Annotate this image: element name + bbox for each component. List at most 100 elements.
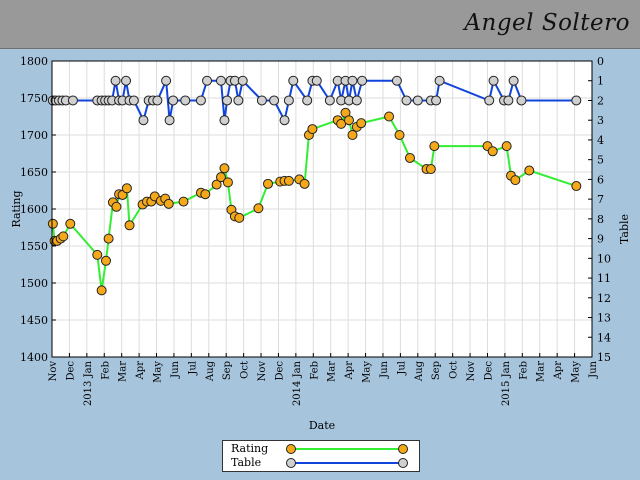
table-point [412, 95, 423, 106]
x-tick-label: May [571, 361, 582, 383]
y-tick-label: 1650 [20, 166, 48, 179]
x-tick-label: May [362, 361, 373, 383]
legend-swatch-rating [286, 444, 408, 454]
y-tick-label: 1500 [20, 277, 48, 290]
rating-point [101, 255, 111, 266]
y-tick-label: 1600 [20, 203, 48, 216]
table-point [279, 115, 290, 126]
x-tick-label: Sep [222, 361, 233, 380]
table-point [324, 95, 335, 106]
table-point [152, 95, 163, 106]
rating-point [307, 124, 318, 135]
x-tick-label: Jul [187, 361, 198, 376]
x-tick-label: Dec [483, 361, 494, 381]
x-tick-label: Apr [344, 361, 355, 381]
rating-point [524, 165, 535, 176]
y2-tick-label: 4 [597, 134, 604, 147]
y2-tick-label: 12 [597, 292, 611, 305]
table-point [215, 75, 226, 86]
rating-point [92, 249, 103, 260]
rating-point [425, 164, 436, 175]
y-tick-label: 1700 [20, 129, 48, 142]
chart-legend: Rating Table [222, 440, 420, 472]
y2-tick-label: 3 [597, 114, 604, 127]
rating-point [384, 111, 395, 122]
table-point [121, 75, 132, 86]
table-point [161, 75, 172, 86]
table-point [288, 75, 299, 86]
rating-point [263, 178, 273, 189]
y2-tick-label: 0 [597, 55, 604, 68]
table-point [67, 95, 78, 106]
y2-tick-label: 10 [597, 252, 611, 265]
y2-tick-label: 13 [597, 312, 611, 325]
table-point [269, 95, 280, 106]
table-point [508, 75, 519, 86]
table-point [222, 95, 233, 106]
rating-point [124, 220, 135, 231]
table-point [311, 75, 322, 86]
table-point [431, 95, 442, 106]
table-point [401, 95, 412, 106]
x-tick-label: Aug [205, 360, 216, 382]
y-axis-label: Rating [10, 190, 23, 227]
y2-tick-label: 7 [597, 193, 604, 206]
y2-axis-label: Table [618, 214, 631, 244]
table-point [302, 95, 313, 106]
table-point [168, 95, 179, 106]
rating-point [510, 175, 521, 186]
x-tick-label: Nov [257, 361, 268, 382]
rating-point [58, 231, 69, 242]
table-point [516, 95, 527, 106]
x-tick-label: Nov [48, 361, 59, 382]
rating-point [429, 141, 440, 152]
table-point [164, 115, 175, 126]
x-tick-label: Jun [379, 360, 390, 378]
rating-point [219, 163, 230, 174]
rating-point [234, 212, 245, 223]
legend-marker-table [398, 458, 408, 468]
table-point [391, 75, 402, 86]
table-point [128, 95, 139, 106]
x-tick-label: Jul [396, 361, 407, 376]
x-tick-label: Apr [553, 361, 564, 381]
y-tick-label: 1750 [20, 92, 48, 105]
x-tick-label: Mar [327, 361, 338, 382]
table-point [256, 95, 267, 106]
rating-point [222, 177, 233, 188]
rating-point [178, 196, 189, 207]
x-tick-label: 2013 Jan [83, 360, 94, 406]
rating-point [356, 118, 367, 129]
legend-swatch-table [286, 458, 408, 468]
table-point [138, 115, 149, 126]
x-tick-label: Apr [135, 361, 146, 381]
x-tick-label: Oct [449, 361, 460, 379]
legend-item-table: Table [229, 456, 415, 470]
player-name: Angel Soltero [464, 10, 630, 36]
header-bar: Angel Soltero [0, 0, 640, 49]
legend-marker-rating [286, 444, 296, 454]
table-point [351, 95, 362, 106]
rating-point [200, 189, 211, 200]
y2-tick-label: 14 [597, 331, 611, 344]
table-point [180, 95, 191, 106]
x-tick-label: Feb [309, 361, 320, 380]
rating-point [347, 130, 358, 140]
rating-point [96, 285, 107, 296]
x-tick-label: Dec [274, 361, 285, 381]
table-point [357, 75, 368, 86]
x-tick-label: Feb [518, 361, 529, 380]
y-tick-label: 1450 [20, 314, 48, 327]
rating-point [215, 172, 226, 183]
rating-point [501, 141, 512, 152]
table-point [237, 75, 248, 86]
y2-tick-label: 5 [597, 154, 604, 167]
rating-point [211, 179, 222, 190]
y2-tick-label: 9 [597, 233, 604, 246]
rating-point [404, 152, 415, 163]
y2-tick-label: 1 [597, 75, 604, 88]
legend-marker-rating [398, 444, 408, 454]
table-point [484, 95, 495, 106]
